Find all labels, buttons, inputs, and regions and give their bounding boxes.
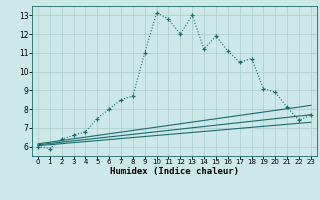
X-axis label: Humidex (Indice chaleur): Humidex (Indice chaleur) bbox=[110, 167, 239, 176]
